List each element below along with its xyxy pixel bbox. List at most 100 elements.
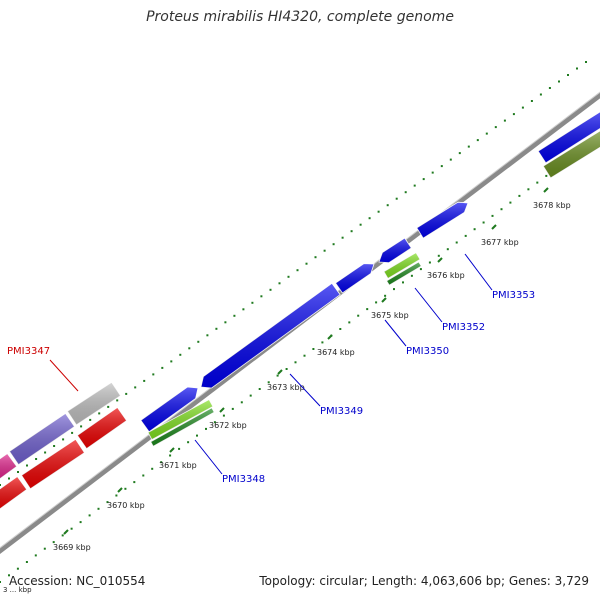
track-dot (188, 347, 191, 350)
track-dot (567, 74, 569, 76)
track-dot (536, 181, 539, 184)
track-dot (79, 521, 82, 524)
track-dot (251, 301, 254, 304)
track-dot (249, 394, 252, 397)
gene-blue-3348 (140, 386, 199, 433)
gene-leader-line (49, 359, 79, 392)
track-dot (509, 201, 512, 204)
gene-label-pmi3352[interactable]: PMI3352 (442, 322, 485, 333)
track-dot (323, 249, 326, 252)
track-dot (384, 294, 387, 297)
gene-label-pmi3353[interactable]: PMI3353 (492, 290, 535, 301)
tick-label: 3675 kbp (371, 311, 409, 320)
track-dot (321, 341, 324, 344)
track-dot (305, 262, 308, 265)
track-dot (43, 547, 46, 550)
track-dot (80, 425, 83, 428)
track-dot (17, 471, 19, 473)
tick-mark (169, 447, 175, 453)
gene-red-right (76, 406, 128, 450)
track-dot (294, 361, 297, 364)
tick-label: 3671 kbp (159, 461, 197, 470)
track-dot (62, 438, 65, 441)
track-dot (449, 158, 452, 161)
gene-label-pmi3347[interactable]: PMI3347 (7, 346, 50, 357)
track-dot (71, 431, 74, 434)
gene-label-pmi3350[interactable]: PMI3350 (406, 346, 449, 357)
track-dot (314, 256, 317, 259)
track-dot (26, 464, 28, 467)
track-dot (161, 366, 164, 369)
track-dot (260, 295, 263, 298)
track-dot (276, 374, 279, 377)
track-dot (107, 405, 110, 408)
inner-dotted-track (0, 135, 600, 583)
track-dot (187, 441, 190, 444)
tick-label: 3669 kbp (53, 543, 91, 552)
track-dot (512, 113, 515, 116)
track-dot (341, 236, 344, 239)
track-dot (44, 451, 47, 454)
track-dot (494, 126, 497, 129)
dotted-tracks (0, 61, 600, 583)
track-dot (296, 269, 299, 272)
gene-label-pmi3349[interactable]: PMI3349 (320, 406, 363, 417)
gene-leader-line (464, 253, 493, 291)
track-dot (142, 474, 145, 477)
track-dot (503, 119, 506, 122)
track-dot (224, 321, 227, 324)
track-dot (422, 178, 425, 181)
track-dot (242, 308, 245, 311)
tick-label: 3678 kbp (533, 201, 571, 210)
track-dot (402, 281, 404, 284)
track-dot (70, 527, 73, 530)
track-dot (179, 353, 182, 356)
track-dot (446, 248, 449, 251)
gene-leader-line (289, 373, 321, 407)
track-dot (339, 328, 342, 330)
track-dot (278, 282, 281, 285)
tick-label: 3676 kbp (427, 271, 465, 280)
tick-label: 3677 kbp (481, 238, 519, 247)
track-dot (34, 554, 37, 557)
track-dot (458, 152, 461, 155)
gene-blue-right (537, 111, 600, 164)
track-dot (143, 379, 146, 382)
corner-tick-label: 3 ... kbp (3, 586, 32, 594)
track-dot (410, 274, 413, 277)
track-dot (428, 261, 431, 264)
gene-label-pmi3348[interactable]: PMI3348 (222, 474, 265, 485)
track-dot (303, 354, 306, 357)
gene-olive-right (542, 130, 600, 179)
track-dot (312, 348, 315, 350)
track-dot (115, 494, 118, 497)
tick-mark (117, 487, 123, 493)
track-dot (500, 208, 503, 211)
track-dot (133, 481, 136, 484)
gene-blue-3350 (335, 263, 375, 294)
track-dot (576, 67, 578, 70)
gene-red-mid (21, 438, 85, 490)
track-dot (548, 87, 551, 89)
track-dot (213, 421, 216, 424)
track-dot (152, 373, 155, 376)
tick-label: 3672 kbp (209, 421, 247, 430)
genome-summary-text: Topology: circular; Length: 4,063,606 bp… (259, 574, 589, 588)
gene-blue-3353 (416, 201, 469, 239)
gene-leader-line (194, 439, 223, 475)
track-dot (287, 275, 290, 278)
gene-blue-3349 (200, 282, 341, 389)
track-dot (206, 334, 209, 337)
track-dot (431, 171, 434, 174)
track-dot (419, 268, 422, 271)
track-dot (169, 454, 172, 457)
accession-text: Accession: NC_010554 (9, 574, 146, 588)
track-dot (197, 340, 200, 343)
tick-mark (543, 187, 549, 193)
gene-red-left (0, 475, 28, 510)
track-dot (240, 401, 243, 404)
tick-label: 3670 kbp (107, 501, 145, 510)
track-dot (530, 100, 533, 102)
tick-mark (491, 224, 497, 230)
track-dot (35, 458, 38, 460)
